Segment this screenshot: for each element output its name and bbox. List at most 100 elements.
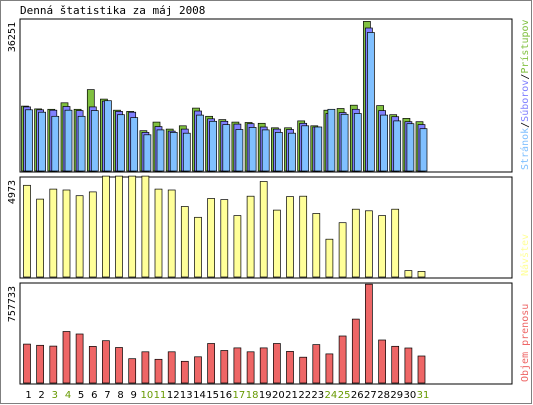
bar-str-nok-day-22 — [301, 125, 310, 172]
bar-n-v-tev-day-25 — [338, 222, 347, 278]
bar-str-nok-day-7 — [104, 100, 112, 172]
y-axis-max-label: 36251 — [7, 22, 18, 52]
bar-objem-prenosu-day-22 — [299, 356, 308, 384]
bar-n-v-tev-day-23 — [312, 213, 321, 278]
x-axis-label-day-28: 28 — [377, 390, 390, 401]
bar-str-nok-day-8 — [117, 114, 125, 172]
x-axis-label-day-25: 25 — [338, 390, 351, 401]
bar-str-nok-day-21 — [288, 132, 296, 172]
bar-n-v-tev-day-26 — [351, 208, 360, 278]
bar-objem-prenosu-day-25 — [338, 335, 347, 384]
bar-str-nok-day-27 — [367, 32, 375, 172]
y-axis-max-label: 4973 — [7, 180, 18, 204]
bar-n-v-tev-day-18 — [246, 195, 255, 278]
bar-n-v-tev-day-28 — [378, 215, 386, 278]
bar-str-nok-day-1 — [25, 109, 33, 172]
x-axis-label-day-12: 12 — [167, 390, 180, 401]
bar-n-v-tev-day-14 — [194, 216, 202, 278]
legend-entry-2: / — [520, 122, 531, 128]
legend: Stránok/Súborov/Prístupov — [519, 19, 531, 170]
bar-str-nok-day-24 — [327, 108, 336, 172]
bar-n-v-tev-day-19 — [259, 181, 268, 278]
x-axis-label-day-16: 16 — [219, 390, 232, 401]
bar-objem-prenosu-day-31 — [417, 355, 426, 384]
bar-n-v-tev-day-12 — [167, 189, 176, 278]
bar-str-nok-day-5 — [77, 115, 86, 172]
x-axis-label-day-1: 1 — [25, 390, 31, 401]
bar-str-nok-day-26 — [353, 113, 362, 172]
bar-objem-prenosu-day-17 — [233, 347, 242, 384]
bar-str-nok-day-17 — [235, 129, 244, 172]
bar-objem-prenosu-day-10 — [141, 351, 150, 384]
legend-entry-3: Súborov — [519, 80, 531, 122]
bar-objem-prenosu-day-9 — [128, 358, 137, 384]
bar-objem-prenosu-day-4 — [62, 331, 71, 384]
legend-entry-1: Stránok — [519, 128, 531, 170]
bar-n-v-tev-day-4 — [62, 189, 71, 278]
legend-entry-5: Prístupov — [519, 19, 531, 73]
x-axis-label-day-18: 18 — [246, 390, 259, 401]
legend-entry-1: Návštev — [519, 234, 531, 276]
bar-n-v-tev-day-3 — [49, 188, 58, 278]
bar-objem-prenosu-day-12 — [167, 351, 176, 384]
x-axis-label-day-9: 9 — [131, 390, 137, 401]
bar-objem-prenosu-day-11 — [154, 358, 163, 384]
bar-objem-prenosu-day-2 — [36, 344, 44, 384]
legend: Návštev — [519, 234, 531, 276]
x-axis-label-day-8: 8 — [117, 390, 123, 401]
bar-n-v-tev-day-2 — [36, 198, 44, 278]
chart-panel-3: 757733 Objem prenosu — [7, 282, 531, 385]
bar-objem-prenosu-day-21 — [286, 351, 294, 384]
bar-str-nok-day-28 — [380, 114, 388, 172]
bar-n-v-tev-day-15 — [207, 198, 215, 278]
x-axis-label-day-3: 3 — [52, 390, 58, 401]
bar-str-nok-day-6 — [90, 110, 99, 172]
bar-str-nok-day-3 — [51, 115, 60, 172]
bar-str-nok-day-29 — [393, 120, 402, 172]
bar-objem-prenosu-day-18 — [246, 351, 255, 384]
x-axis-label-day-24: 24 — [325, 390, 338, 401]
bar-objem-prenosu-day-1 — [23, 343, 31, 384]
bar-str-nok-day-10 — [143, 134, 152, 172]
bar-objem-prenosu-day-14 — [194, 356, 202, 384]
bar-objem-prenosu-day-19 — [259, 347, 268, 384]
x-axis-label-day-11: 11 — [154, 390, 167, 401]
bar-str-nok-day-11 — [156, 129, 165, 172]
bar-str-nok-day-31 — [419, 128, 428, 172]
bar-objem-prenosu-day-24 — [325, 353, 334, 384]
bar-str-nok-day-9 — [130, 117, 139, 172]
bar-objem-prenosu-day-28 — [378, 339, 386, 384]
bar-objem-prenosu-day-20 — [273, 343, 281, 384]
bar-str-nok-day-20 — [275, 132, 283, 172]
x-axis-label-day-10: 10 — [141, 390, 154, 401]
chart-panel-2: 4973 Návštev — [7, 175, 531, 279]
bar-str-nok-day-25 — [340, 113, 349, 172]
x-axis-label-day-22: 22 — [298, 390, 311, 401]
bar-n-v-tev-day-13 — [180, 206, 189, 278]
x-axis-label-day-7: 7 — [104, 390, 110, 401]
bar-objem-prenosu-day-30 — [404, 347, 413, 384]
x-axis-label-day-2: 2 — [38, 390, 44, 401]
x-axis-label-day-17: 17 — [233, 390, 246, 401]
bar-str-nok-day-15 — [209, 120, 217, 172]
x-axis-label-day-21: 21 — [285, 390, 298, 401]
bar-n-v-tev-day-30 — [404, 270, 413, 278]
bar-str-nok-day-4 — [64, 109, 73, 172]
bar-n-v-tev-day-22 — [299, 195, 308, 278]
x-axis-label-day-6: 6 — [91, 390, 97, 401]
bar-n-v-tev-day-8 — [115, 175, 123, 278]
bar-str-nok-day-18 — [248, 127, 257, 172]
bar-objem-prenosu-day-16 — [220, 350, 229, 384]
chart-title: Denná štatistika za máj 2008 — [20, 4, 206, 17]
bar-str-nok-day-2 — [38, 111, 46, 172]
x-axis-label-day-19: 19 — [259, 390, 272, 401]
bar-n-v-tev-day-17 — [233, 215, 242, 278]
bar-n-v-tev-day-7 — [102, 175, 110, 278]
x-axis-label-day-13: 13 — [180, 390, 193, 401]
bar-str-nok-day-13 — [182, 132, 191, 172]
bar-str-nok-day-14 — [196, 114, 204, 172]
bar-objem-prenosu-day-23 — [312, 344, 321, 384]
bar-objem-prenosu-day-7 — [102, 340, 110, 384]
bar-objem-prenosu-day-8 — [115, 347, 123, 384]
